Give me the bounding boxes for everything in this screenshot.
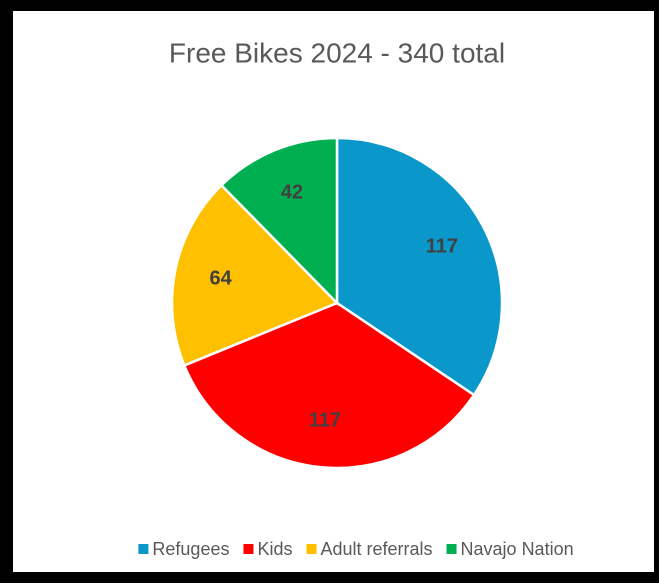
data-label: 117 <box>309 409 341 431</box>
pie-slice <box>219 136 339 307</box>
chart-title: Free Bikes 2024 - 340 total <box>169 37 505 68</box>
legend-swatch <box>306 544 317 554</box>
legend-swatch <box>138 544 149 554</box>
pie-slice <box>170 183 340 368</box>
legend-swatch <box>446 544 457 554</box>
legend-swatch <box>243 544 254 554</box>
legend-label: Navajo Nation <box>461 539 574 559</box>
legend: Refugees Kids Adult referrals Navajo Nation <box>138 539 574 559</box>
legend-label: Refugees <box>152 539 229 559</box>
data-labels: 117 117 64 42 <box>210 181 458 431</box>
pie <box>170 136 504 470</box>
data-label: 117 <box>426 235 458 257</box>
data-label: 42 <box>281 181 303 203</box>
pie-slice <box>182 301 476 470</box>
legend-label: Kids <box>257 539 292 559</box>
data-label: 64 <box>210 267 233 289</box>
legend-label: Adult referrals <box>320 539 432 559</box>
pie-slice <box>335 136 504 397</box>
